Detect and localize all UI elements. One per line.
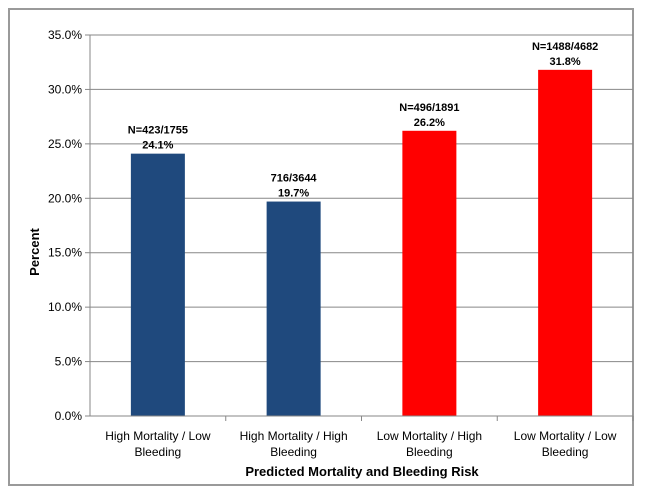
- y-tick-label: 15.0%: [48, 246, 82, 260]
- data-label-count: N=1488/4682: [532, 41, 598, 53]
- bar: [402, 130, 457, 416]
- x-category-label: Bleeding: [542, 445, 589, 459]
- y-tick-label: 25.0%: [48, 137, 82, 151]
- data-label-count: 716/3644: [271, 173, 318, 185]
- data-label-value: 19.7%: [278, 188, 309, 200]
- bar: [130, 153, 185, 416]
- y-axis: 0.0% 5.0% 10.0% 15.0% 20.0% 25.0% 30.0% 35.0%: [48, 28, 91, 423]
- data-label-count: N=496/1891: [399, 102, 459, 114]
- x-category-label: Low Mortality / Low: [514, 429, 617, 443]
- y-tick-label: 10.0%: [48, 300, 82, 314]
- y-tick-label: 0.0%: [55, 409, 83, 423]
- x-category-label: Bleeding: [270, 445, 317, 459]
- x-axis-title: Predicted Mortality and Bleeding Risk: [245, 464, 479, 479]
- x-category-label: Low Mortality / High: [377, 429, 482, 443]
- x-category-label: Bleeding: [406, 445, 453, 459]
- data-label-count: N=423/1755: [128, 125, 188, 137]
- x-category-label: High Mortality / Low: [105, 429, 211, 443]
- data-label-value: 24.1%: [142, 140, 173, 152]
- x-axis: High Mortality / Low Bleeding High Mortali…: [90, 415, 634, 459]
- x-category-label: Bleeding: [135, 445, 182, 459]
- x-category-label: High Mortality / High: [240, 429, 348, 443]
- chart-frame: [8, 8, 634, 486]
- bars: N=423/1755 24.1% 716/3644 19.7% N=496/1891 26…: [128, 41, 598, 416]
- data-label-value: 31.8%: [550, 56, 581, 68]
- bar: [538, 69, 593, 416]
- bar: [266, 201, 321, 416]
- y-axis-title: Percent: [27, 227, 42, 275]
- data-label-value: 26.2%: [414, 117, 445, 129]
- y-tick-label: 35.0%: [48, 28, 82, 42]
- y-tick-label: 30.0%: [48, 82, 82, 96]
- y-tick-label: 20.0%: [48, 191, 82, 205]
- y-tick-label: 5.0%: [55, 355, 83, 369]
